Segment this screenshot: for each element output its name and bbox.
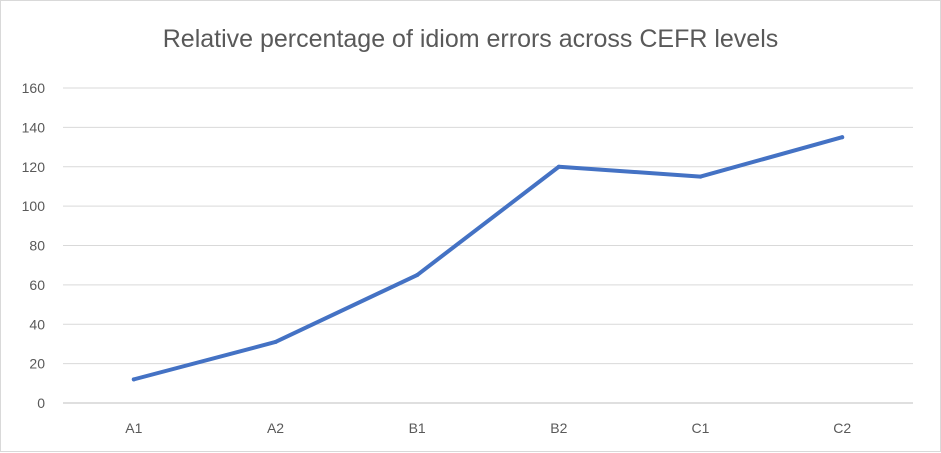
y-tick-label: 60: [29, 277, 45, 293]
data-point-b2: [556, 164, 561, 169]
series-group: [131, 135, 845, 382]
data-point-c1: [698, 174, 703, 179]
y-tick-label: 120: [22, 159, 46, 175]
x-tick-label: C2: [833, 420, 851, 436]
y-tick-label: 0: [37, 395, 45, 411]
gridlines: [63, 87, 913, 404]
y-tick-label: 160: [22, 80, 46, 96]
y-tick-label: 100: [22, 198, 46, 214]
x-tick-label: B2: [550, 420, 567, 436]
x-tick-label: A2: [267, 420, 284, 436]
data-point-c2: [840, 135, 845, 140]
series-line: [131, 135, 845, 382]
x-axis-tick-labels: A1 A2 B1 B2 C1 C2: [125, 420, 851, 436]
y-axis-tick-labels: 0 20 40 60 80 100 120 140 160: [22, 80, 46, 411]
data-point-a1: [131, 377, 136, 382]
y-tick-label: 140: [22, 119, 46, 135]
x-tick-label: B1: [409, 420, 426, 436]
x-tick-label: C1: [692, 420, 710, 436]
y-tick-label: 40: [29, 316, 45, 332]
y-tick-label: 20: [29, 356, 45, 372]
data-point-a2: [273, 339, 278, 344]
chart-title: Relative percentage of idiom errors acro…: [162, 25, 779, 53]
y-tick-label: 80: [29, 238, 45, 254]
data-point-b1: [415, 273, 420, 278]
x-tick-label: A1: [125, 420, 142, 436]
